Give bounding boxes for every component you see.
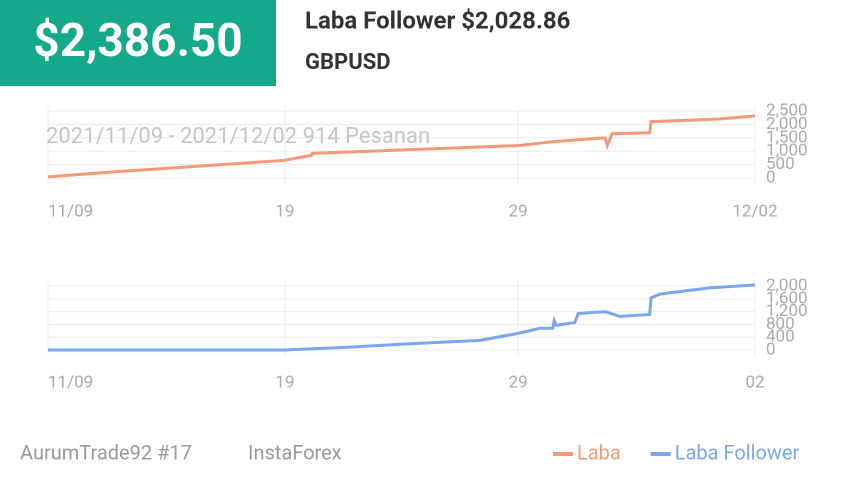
- account: AurumTrade92 #17: [20, 440, 192, 464]
- y-tick-label: 1,500: [766, 127, 808, 147]
- x-tick-label: 19: [275, 372, 294, 392]
- y-tick-label: 1,000: [766, 141, 808, 161]
- y-tick-label: 400: [766, 327, 795, 347]
- legend-label: Laba Follower: [675, 440, 800, 464]
- title: Laba Follower $2,028.86: [305, 6, 570, 34]
- x-tick-label: 11/09: [48, 201, 93, 221]
- x-tick-label: 29: [509, 372, 528, 392]
- x-tick-label: 11/09: [48, 372, 93, 392]
- y-tick-label: 2,000: [766, 114, 808, 134]
- amount-box: [0, 0, 276, 86]
- y-tick-label: 0: [766, 167, 776, 187]
- data-line: [47, 114, 756, 179]
- x-tick-label: 19: [275, 201, 294, 221]
- y-tick-label: 1,600: [766, 288, 808, 308]
- y-tick-label: 2,000: [766, 275, 808, 295]
- data-line: [48, 283, 756, 352]
- x-tick-label: 02: [745, 372, 764, 392]
- y-tick-label: 0: [766, 339, 776, 359]
- y-tick-label: 800: [766, 314, 795, 334]
- y-tick-label: 1,200: [766, 301, 808, 321]
- y-tick-label: 500: [766, 154, 795, 174]
- x-tick-label: 29: [509, 201, 528, 221]
- subtitle: 2021/11/09 - 2021/12/02 914 Pesanan: [46, 124, 430, 149]
- broker: InstaForex: [248, 440, 342, 464]
- y-tick-label: 2,500: [766, 100, 808, 120]
- amount: $2,386.50: [33, 14, 242, 68]
- x-tick-label: 12/02: [732, 201, 777, 221]
- symbol: GBPUSD: [305, 50, 391, 75]
- legend-label: Laba: [577, 440, 621, 464]
